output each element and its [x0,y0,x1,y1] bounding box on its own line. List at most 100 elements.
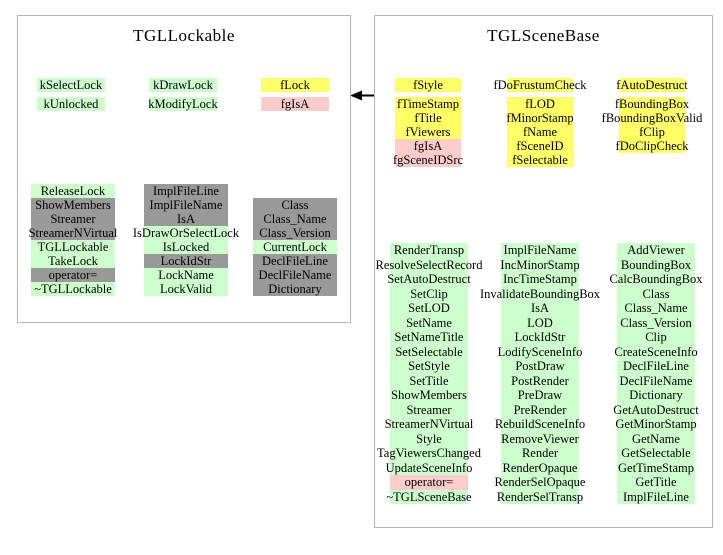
method-cell[interactable]: GetMinorStamp [615,417,697,432]
method-cell[interactable]: CurrentLock [253,240,337,254]
method-cell[interactable]: LockName [144,268,228,282]
method-cell[interactable]: SetClip [390,286,468,301]
method-cell[interactable]: GetTimeStamp [617,460,695,475]
method-cell[interactable]: IsDrawOrSelectLock [133,226,239,240]
member-cell[interactable]: fTimeStamp [395,97,461,111]
method-cell[interactable]: DeclFileName [617,373,695,388]
member-cell[interactable]: fLock [261,78,329,92]
method-cell[interactable]: ~TGLLockable [31,282,115,296]
member-cell[interactable]: fStyle [395,78,461,92]
member-cell[interactable]: fDoClipCheck [616,139,688,153]
method-cell[interactable]: BoundingBox [617,257,695,272]
method-cell[interactable]: Dictionary [617,388,695,403]
method-cell[interactable]: StreamerNVirtual [385,417,473,432]
method-cell[interactable]: ~TGLSceneBase [386,489,472,504]
method-cell[interactable]: IsA [501,301,579,316]
class-title[interactable]: TGLSceneBase [487,26,600,45]
method-cell[interactable]: TGLLockable [31,240,115,254]
member-cell[interactable]: fAutoDestruct [616,78,688,92]
method-cell[interactable]: PostDraw [501,359,579,374]
member-cell[interactable]: fBoundingBox [615,97,689,111]
method-cell[interactable]: Streamer [31,212,115,226]
method-cell[interactable]: DeclFileLine [253,254,337,268]
member-cell[interactable]: fDoFrustumCheck [493,78,587,92]
method-cell[interactable]: IsLocked [144,240,228,254]
method-cell[interactable]: PreRender [501,402,579,417]
member-cell[interactable]: fViewers [395,125,461,139]
method-cell[interactable]: ShowMembers [31,198,115,212]
method-cell[interactable]: DeclFileLine [617,359,695,374]
member-cell[interactable]: fClip [619,125,685,139]
method-cell[interactable]: ImplFileName [144,198,228,212]
method-cell[interactable]: Style [390,431,468,446]
member-cell[interactable]: kSelectLock [37,78,105,92]
member-cell[interactable]: fName [507,125,573,139]
method-cell[interactable]: LockValid [144,282,228,296]
method-cell[interactable]: SetStyle [390,359,468,374]
method-cell[interactable]: RenderOpaque [501,460,579,475]
method-cell[interactable]: GetAutoDestruct [613,402,699,417]
member-cell[interactable]: fSceneID [507,139,573,153]
method-cell[interactable]: DeclFileName [253,268,337,282]
method-cell[interactable]: UpdateSceneInfo [386,460,472,475]
member-cell[interactable]: fTitle [395,111,461,125]
method-cell[interactable]: ImplFileLine [144,184,228,198]
method-cell[interactable]: Dictionary [253,282,337,296]
method-cell[interactable]: SetNameTitle [390,330,468,345]
method-cell[interactable]: Render [501,446,579,461]
method-cell[interactable]: operator= [390,475,468,490]
method-cell[interactable]: Class_Name [253,212,337,226]
method-cell[interactable]: LockIdStr [144,254,228,268]
method-cell[interactable]: PreDraw [501,388,579,403]
method-cell[interactable]: IsA [144,212,228,226]
method-cell[interactable]: PostRender [501,373,579,388]
method-cell[interactable]: CreateSceneInfo [614,344,698,359]
method-cell[interactable]: StreamerNVirtual [29,226,117,240]
member-cell[interactable]: kModifyLock [148,97,218,111]
method-cell[interactable]: RenderTransp [390,243,468,258]
method-cell[interactable]: AddViewer [617,243,695,258]
method-cell[interactable]: RemoveViewer [501,431,579,446]
method-cell[interactable]: GetSelectable [617,446,695,461]
method-cell[interactable]: CalcBoundingBox [609,272,703,287]
method-cell[interactable]: TakeLock [31,254,115,268]
method-cell[interactable]: Streamer [390,402,468,417]
method-cell[interactable]: GetTitle [617,475,695,490]
method-cell[interactable]: SetAutoDestruct [387,272,471,287]
method-cell[interactable]: InvalidateBoundingBox [480,286,600,301]
method-cell[interactable]: Class [617,286,695,301]
member-cell[interactable]: fSelectable [507,153,573,167]
member-cell[interactable]: fLOD [507,97,573,111]
method-cell[interactable]: RebuildSceneInfo [495,417,585,432]
method-cell[interactable]: Class_Version [617,315,695,330]
method-cell[interactable]: ImplFileLine [617,489,695,504]
method-cell[interactable]: IncMinorStamp [500,257,580,272]
method-cell[interactable]: GetName [617,431,695,446]
method-cell[interactable]: SetSelectable [390,344,468,359]
member-cell[interactable]: fgIsA [261,97,329,111]
method-cell[interactable]: IncTimeStamp [501,272,579,287]
method-cell[interactable]: LockIdStr [501,330,579,345]
member-cell[interactable]: fBoundingBoxValid [602,111,702,125]
method-cell[interactable]: ReleaseLock [31,184,115,198]
method-cell[interactable]: Class_Name [617,301,695,316]
method-cell[interactable]: Class_Version [253,226,337,240]
method-cell[interactable]: TagViewersChanged [377,446,481,461]
class-title[interactable]: TGLLockable [133,26,235,45]
method-cell[interactable]: LOD [501,315,579,330]
method-cell[interactable]: RenderSelOpaque [495,475,585,490]
method-cell[interactable]: ResolveSelectRecord [376,257,482,272]
method-cell[interactable]: RenderSelTransp [497,489,583,504]
member-cell[interactable]: fgSceneIDSrc [393,153,463,167]
member-cell[interactable]: kUnlocked [37,97,105,111]
method-cell[interactable]: ShowMembers [390,388,468,403]
member-cell[interactable]: kDrawLock [149,78,217,92]
method-cell[interactable]: operator= [31,268,115,282]
method-cell[interactable]: SetTitle [390,373,468,388]
member-cell[interactable]: fgIsA [395,139,461,153]
method-cell[interactable]: Class [253,198,337,212]
member-cell[interactable]: fMinorStamp [506,111,574,125]
method-cell[interactable]: SetLOD [390,301,468,316]
method-cell[interactable]: LodifySceneInfo [498,344,582,359]
method-cell[interactable]: ImplFileName [501,243,579,258]
